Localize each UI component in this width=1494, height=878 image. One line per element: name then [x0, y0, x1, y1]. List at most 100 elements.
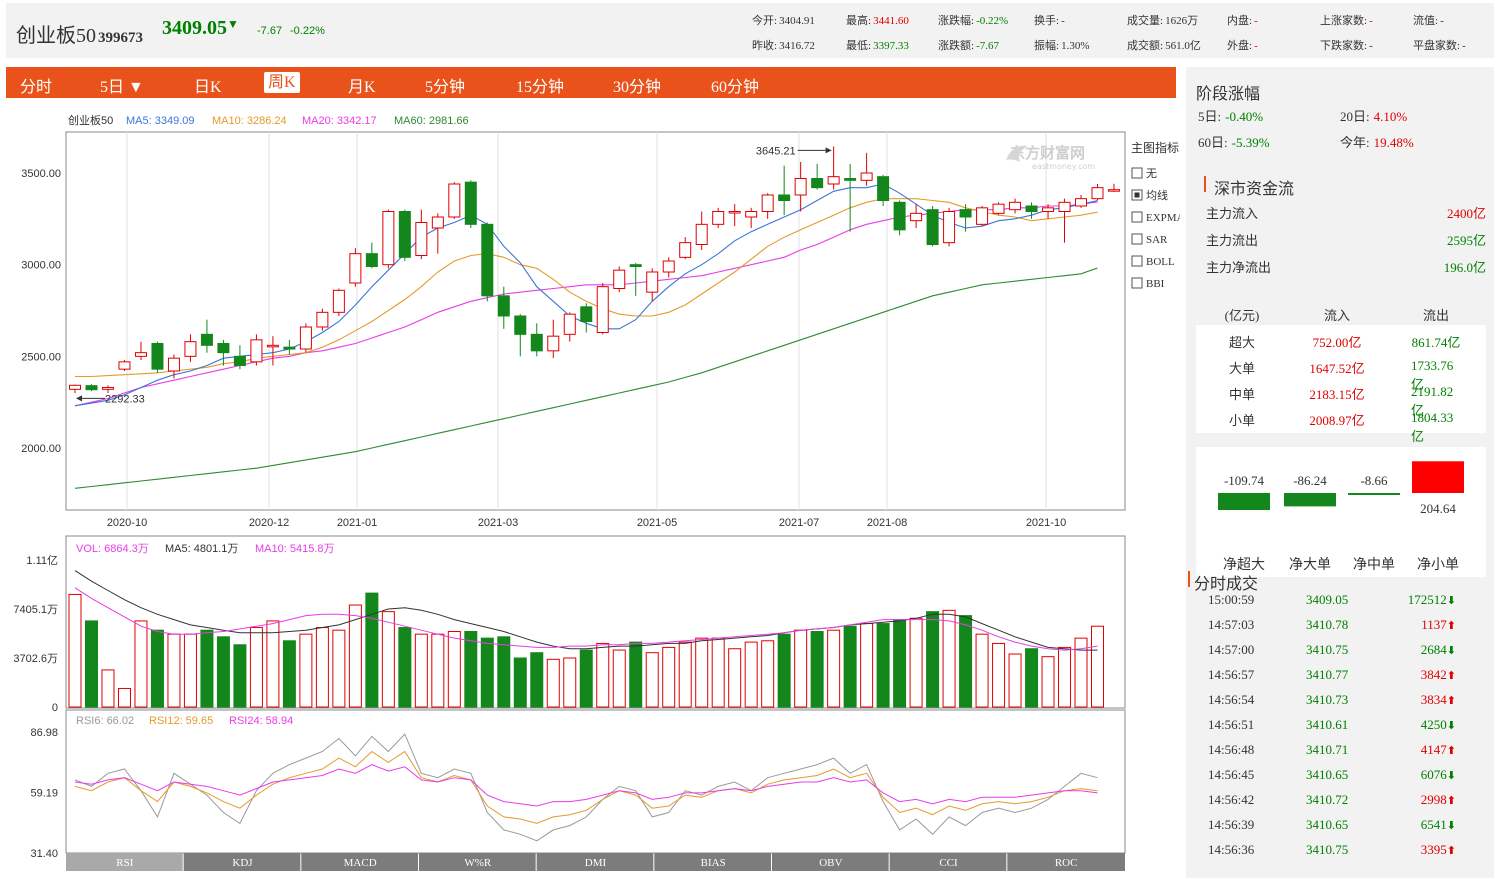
volume-bar[interactable]: [447, 631, 461, 708]
volume-bar[interactable]: [233, 644, 247, 708]
volume-bar[interactable]: [992, 642, 1006, 708]
tab-4[interactable]: 周K: [264, 72, 300, 93]
volume-bar[interactable]: [513, 657, 527, 708]
volume-bar[interactable]: [843, 625, 857, 708]
volume-bar[interactable]: [381, 611, 395, 708]
candle[interactable]: [992, 202, 1005, 216]
candle[interactable]: [1091, 184, 1104, 201]
candle[interactable]: [893, 200, 906, 236]
indicator-option[interactable]: SAR: [1131, 233, 1168, 246]
candle[interactable]: [1075, 195, 1088, 208]
volume-bar[interactable]: [68, 593, 82, 708]
volume-bar[interactable]: [612, 649, 626, 708]
candle[interactable]: [266, 336, 279, 366]
candle[interactable]: [1025, 202, 1038, 219]
checkbox-icon[interactable]: [1131, 167, 1143, 179]
candle[interactable]: [85, 384, 98, 392]
volume-bar[interactable]: [1091, 625, 1105, 708]
candle[interactable]: [827, 146, 840, 190]
candle[interactable]: [464, 180, 477, 228]
tab-8[interactable]: 30分钟: [613, 79, 662, 96]
volume-bar[interactable]: [761, 640, 775, 708]
checkbox-icon[interactable]: [1131, 277, 1143, 289]
checkbox-icon[interactable]: [1131, 255, 1143, 267]
indicator-tab-2[interactable]: KDJ: [183, 853, 301, 871]
volume-bar[interactable]: [926, 611, 940, 708]
net-flow-bar[interactable]: [1412, 461, 1464, 493]
volume-bar[interactable]: [794, 629, 808, 708]
candle[interactable]: [481, 222, 494, 302]
volume-bar[interactable]: [662, 646, 676, 708]
candle[interactable]: [184, 334, 197, 362]
candle[interactable]: [613, 266, 626, 293]
candle[interactable]: [497, 286, 510, 329]
candle[interactable]: [728, 204, 741, 227]
volume-bar[interactable]: [282, 640, 296, 708]
candle[interactable]: [976, 206, 989, 227]
rsi-chart-frame[interactable]: [65, 709, 1126, 854]
volume-bar[interactable]: [84, 620, 98, 708]
volume-bar[interactable]: [150, 629, 164, 708]
volume-bar[interactable]: [810, 631, 824, 708]
candle[interactable]: [596, 283, 609, 335]
volume-bar[interactable]: [1074, 637, 1088, 708]
candle[interactable]: [679, 237, 692, 260]
tab-7[interactable]: 15分钟: [516, 79, 565, 96]
volume-bar[interactable]: [134, 620, 148, 708]
candle[interactable]: [448, 182, 461, 219]
indicator-tab-8[interactable]: CCI: [889, 853, 1007, 871]
candle[interactable]: [1009, 198, 1022, 214]
indicator-tab-4[interactable]: W%R: [419, 853, 536, 871]
candle[interactable]: [283, 339, 296, 355]
volume-bar[interactable]: [117, 687, 131, 708]
volume-bar[interactable]: [860, 623, 874, 708]
candle[interactable]: [646, 268, 659, 302]
candle[interactable]: [1108, 183, 1120, 192]
candle[interactable]: [349, 248, 362, 287]
indicator-option[interactable]: EXPMA: [1131, 211, 1180, 224]
tab-6[interactable]: 5分钟: [425, 79, 466, 96]
net-flow-bar[interactable]: [1218, 493, 1270, 511]
candle[interactable]: [794, 162, 807, 212]
candle[interactable]: [910, 204, 923, 228]
volume-bar[interactable]: [777, 633, 791, 708]
volume-bar[interactable]: [266, 620, 280, 708]
candle[interactable]: [926, 206, 939, 247]
indicator-tab-1[interactable]: RSI: [66, 853, 183, 871]
volume-bar[interactable]: [530, 652, 544, 708]
volume-bar[interactable]: [563, 657, 577, 708]
volume-bar[interactable]: [216, 636, 230, 708]
candle[interactable]: [695, 211, 708, 251]
candle[interactable]: [629, 262, 642, 296]
indicator-option[interactable]: BBI: [1131, 277, 1165, 290]
tab-9[interactable]: 60分钟: [711, 79, 760, 96]
volume-bar[interactable]: [678, 641, 692, 708]
candle[interactable]: [382, 209, 395, 269]
candle[interactable]: [547, 319, 560, 359]
candle[interactable]: [1042, 204, 1055, 219]
indicator-tab-7[interactable]: OBV: [772, 853, 889, 871]
volume-bar[interactable]: [315, 627, 329, 708]
volume-bar[interactable]: [546, 658, 560, 708]
volume-bar[interactable]: [975, 633, 989, 708]
main-chart-frame[interactable]: [65, 131, 1126, 511]
tab-5[interactable]: 月K: [348, 79, 376, 96]
candle[interactable]: [580, 303, 593, 333]
volume-bar[interactable]: [398, 627, 412, 708]
indicator-option[interactable]: 均线: [1131, 188, 1168, 202]
candle[interactable]: [200, 319, 213, 353]
volume-bar[interactable]: [695, 637, 709, 708]
candle[interactable]: [778, 165, 791, 216]
indicator-tab-5[interactable]: DMI: [536, 853, 654, 871]
volume-bar[interactable]: [431, 633, 445, 708]
candle[interactable]: [299, 323, 312, 353]
candle[interactable]: [415, 209, 428, 260]
tab-2[interactable]: 5日 ▼: [100, 79, 144, 96]
volume-bar[interactable]: [827, 629, 841, 708]
volume-bar[interactable]: [596, 642, 610, 708]
candle[interactable]: [860, 152, 873, 186]
candle[interactable]: [877, 174, 890, 206]
volume-bar[interactable]: [909, 617, 923, 708]
candle[interactable]: [530, 323, 543, 357]
candle[interactable]: [844, 163, 857, 232]
